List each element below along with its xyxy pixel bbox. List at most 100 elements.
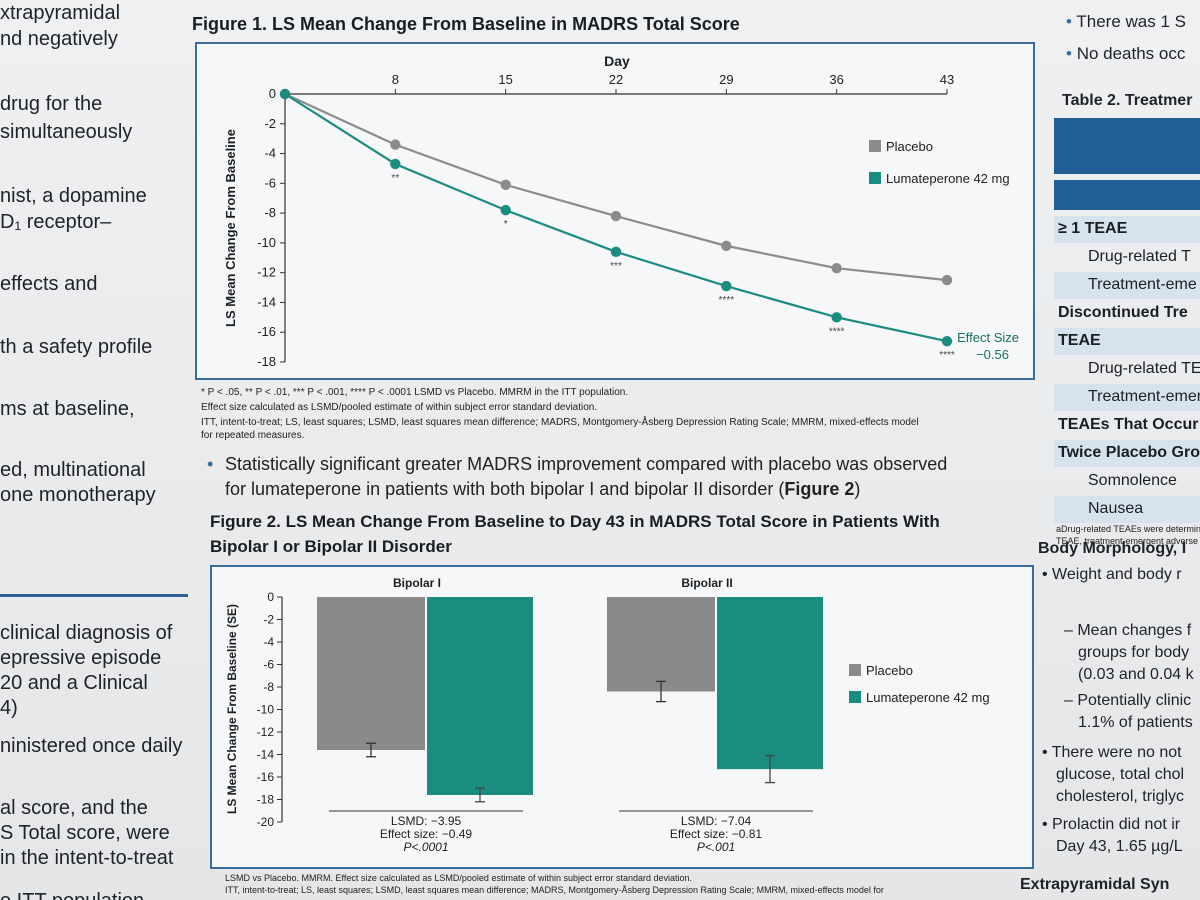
table2-row-label: ≥ 1 TEAE bbox=[1058, 220, 1128, 237]
figure2-chart: LS Mean Change From Baseline (SE) 0 -2 -4 -6… bbox=[225, 576, 990, 854]
figure2-y-tick-label: -2 bbox=[263, 613, 274, 627]
figure1-data-point bbox=[941, 335, 953, 347]
table2-row: ≥ 1 TEAE bbox=[1054, 216, 1200, 243]
body-morphology-line: • Prolactin did not ir bbox=[1042, 816, 1181, 833]
left-text-line: 20 and a Clinical bbox=[0, 672, 148, 694]
figure1-x-tick-label: 22 bbox=[609, 72, 623, 87]
figure2-y-tick-label: -16 bbox=[257, 770, 275, 784]
table2-row-label: Drug-related TE bbox=[1088, 360, 1200, 377]
table2-row: Treatment-eme bbox=[1054, 272, 1200, 299]
figure1-y-tick-label: 0 bbox=[269, 86, 276, 101]
left-text-line: al score, and the bbox=[0, 797, 148, 819]
left-text-line: e ITT population bbox=[0, 890, 144, 900]
table2-row-label: Drug-related T bbox=[1088, 248, 1191, 265]
left-text-line: ed, multinational bbox=[0, 459, 146, 481]
body-morphology-line: (0.03 and 0.04 k bbox=[1078, 666, 1194, 683]
middle-column: Figure 1. LS Mean Change From Baseline i… bbox=[185, 0, 1035, 900]
body-morphology-heading: Body Morphology, I bbox=[1038, 540, 1187, 557]
figure2-y-tick-label: -14 bbox=[257, 748, 275, 762]
left-text-line: D₁ receptor– bbox=[0, 211, 112, 233]
table2-row-label: Twice Placebo Gro bbox=[1058, 444, 1200, 461]
figure2-category-label: Bipolar I bbox=[393, 576, 441, 590]
table2-header-band-2 bbox=[1054, 180, 1200, 210]
figure1-data-point bbox=[500, 179, 511, 191]
left-text-line: nist, a dopamine bbox=[0, 185, 147, 207]
bullet-figure-ref: Figure 2 bbox=[784, 479, 855, 499]
figure2-lsmd-text: LSMD: −7.04 bbox=[681, 814, 752, 828]
figure2-y-axis-label: LS Mean Change From Baseline (SE) bbox=[225, 604, 239, 814]
figure2-bar-placebo bbox=[607, 597, 715, 692]
table2-row: Treatment-emer bbox=[1054, 384, 1200, 411]
figure2-y-tick-label: 0 bbox=[267, 590, 274, 604]
figure1-data-point bbox=[831, 263, 842, 274]
table2-row: Twice Placebo Gro bbox=[1054, 440, 1200, 467]
body-morphology-line: cholesterol, triglyc bbox=[1056, 788, 1185, 805]
figure1-panel: LS Mean Change From Baseline Day 8 15 22 29 36… bbox=[195, 42, 1035, 380]
right-bullet-1-text: There was 1 S bbox=[1076, 12, 1186, 31]
body-morphology-line: 1.1% of patients bbox=[1078, 714, 1193, 731]
figure2-y-tick-label: -10 bbox=[257, 703, 275, 717]
body-morphology-line: • There were no not bbox=[1042, 744, 1182, 761]
right-column: • There was 1 S • No deaths occ Table 2.… bbox=[1020, 0, 1200, 900]
table2-row: Drug-related T bbox=[1054, 244, 1200, 271]
table2-title: Table 2. Treatmer bbox=[1062, 92, 1193, 109]
table2-row-label: Treatment-eme bbox=[1088, 276, 1197, 293]
figure2-title-line-2: Bipolar I or Bipolar II Disorder bbox=[210, 537, 452, 556]
figure1-data-point bbox=[390, 139, 401, 150]
table2-row: TEAEs That Occur bbox=[1054, 412, 1200, 439]
figure2-category-label: Bipolar II bbox=[681, 576, 732, 590]
figure1-y-tick-label: -8 bbox=[264, 205, 276, 220]
table2-row-label: Treatment-emer bbox=[1088, 388, 1200, 405]
left-section-divider bbox=[0, 594, 188, 597]
figure1-chart: LS Mean Change From Baseline Day 8 15 22 29 36… bbox=[223, 53, 1019, 369]
left-text-line: th a safety profile bbox=[0, 336, 153, 358]
table2-footnote-1: aDrug-related TEAEs were determin bbox=[1056, 524, 1200, 534]
table2-row-label: Somnolence bbox=[1088, 472, 1177, 489]
bullet-figure2-intro: • Statistically significant greater MADR… bbox=[207, 452, 948, 502]
figure1-significance-marker: ** bbox=[391, 173, 399, 184]
bullet-dot: • bbox=[1066, 44, 1077, 63]
figure1-y-tick-label: -6 bbox=[264, 175, 276, 190]
figure1-x-axis-label: Day bbox=[604, 53, 630, 69]
left-text-line: nd negatively bbox=[0, 28, 118, 50]
body-morphology-line: – Potentially clinic bbox=[1064, 692, 1192, 709]
figure1-significance-marker: **** bbox=[719, 295, 735, 306]
left-text-line: in the intent-to-treat bbox=[0, 847, 174, 869]
figure1-y-tick-label: -2 bbox=[264, 116, 276, 131]
extrapyramidal-heading: Extrapyramidal Syn bbox=[1020, 876, 1170, 893]
figure2-lsmd-text: LSMD: −3.95 bbox=[391, 814, 462, 828]
figure1-title: Figure 1. LS Mean Change From Baseline i… bbox=[192, 14, 740, 34]
figure2-y-tick-label: -12 bbox=[257, 725, 275, 739]
figure1-legend-swatch bbox=[869, 140, 881, 152]
figure1-y-tick-label: -16 bbox=[257, 324, 276, 339]
figure1-significance-marker: **** bbox=[939, 350, 955, 361]
figure1-x-tick-label: 15 bbox=[498, 72, 512, 87]
figure2-panel: LS Mean Change From Baseline (SE) 0 -2 -4 -6… bbox=[210, 565, 1034, 869]
figure2-legend-swatch bbox=[849, 664, 861, 676]
figure2-y-tick-label: -20 bbox=[257, 815, 275, 829]
bullet-line-2-end: ) bbox=[854, 479, 861, 499]
figure2-footnote-1: LSMD vs Placebo. MMRM. Effect size calcu… bbox=[225, 873, 693, 883]
figure1-data-point bbox=[390, 158, 401, 170]
figure1-footnote-1: * P < .05, ** P < .01, *** P < .001, ***… bbox=[201, 387, 629, 398]
figure1-y-axis-label: LS Mean Change From Baseline bbox=[223, 129, 238, 327]
left-text-line: S Total score, were bbox=[0, 822, 170, 844]
figure1-footnote-4: for repeated measures. bbox=[201, 430, 305, 441]
figure1-data-point bbox=[610, 246, 622, 258]
body-morphology-line: – Mean changes f bbox=[1064, 622, 1192, 639]
figure1-x-tick-label: 8 bbox=[392, 72, 399, 87]
figure1-legend-label: Lumateperone 42 mg bbox=[886, 171, 1010, 186]
figure2-legend-swatch bbox=[849, 691, 861, 703]
body-morphology-line: groups for body bbox=[1078, 644, 1190, 661]
table2-row: Nausea bbox=[1054, 496, 1200, 523]
figure1-significance-marker: *** bbox=[610, 261, 622, 272]
figure1-effect-size-value: −0.56 bbox=[976, 347, 1009, 362]
figure1-y-tick-label: -10 bbox=[257, 235, 276, 250]
bullet-line-1: Statistically significant greater MADRS … bbox=[225, 454, 948, 474]
figure2-effect-size-text: Effect size: −0.81 bbox=[670, 827, 762, 841]
left-text-line: xtrapyramidal bbox=[0, 2, 121, 24]
figure2-y-tick-label: -8 bbox=[263, 680, 274, 694]
figure2-bar-lumateperone bbox=[717, 597, 823, 770]
table2-row: Drug-related TE bbox=[1054, 356, 1200, 383]
